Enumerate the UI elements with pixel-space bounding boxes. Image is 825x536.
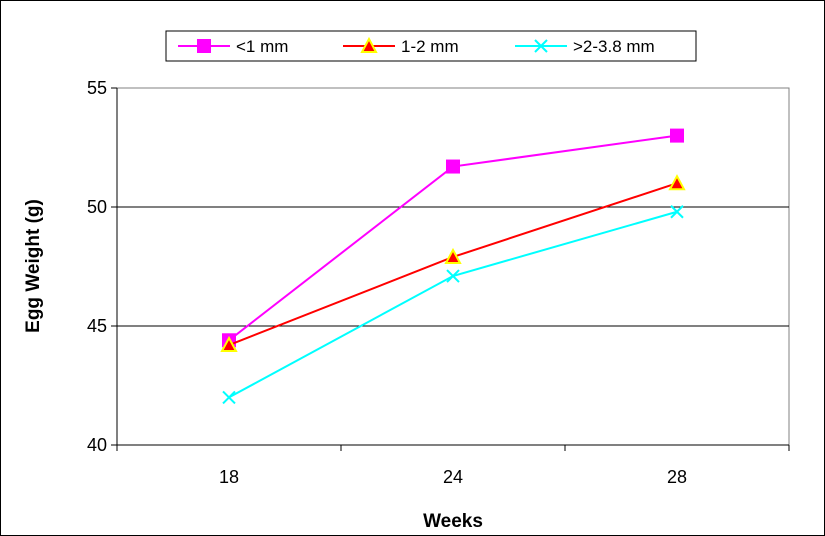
y-tick-label: 45 [87, 316, 107, 336]
x-tick-label: 24 [443, 467, 463, 487]
data-point-marker [220, 335, 238, 353]
gridlines [117, 206, 789, 327]
x-tick-label: 28 [667, 467, 687, 487]
data-point-marker [670, 205, 684, 219]
data-point-marker [668, 174, 686, 191]
legend-label: <1 mm [236, 37, 288, 56]
y-tick-label: 40 [87, 435, 107, 455]
data-point-marker [446, 159, 460, 174]
y-tick-label: 50 [87, 197, 107, 217]
x-axis-title: Weeks [423, 511, 483, 532]
y-tick-label: 55 [87, 78, 107, 98]
plot-area [116, 87, 790, 446]
legend-box [165, 30, 697, 62]
y-axis-title: Egg Weight (g) [23, 199, 44, 333]
series-lines [220, 128, 686, 405]
legend-swatch-marker [197, 39, 211, 53]
legend-swatch-marker [534, 39, 548, 53]
x-tick-label: 18 [219, 467, 239, 487]
data-point-marker [446, 269, 460, 283]
legend-swatch-marker [360, 36, 378, 53]
data-point-marker [444, 247, 462, 264]
legend: <1 mm 1-2 mm >2-3.8 mm [165, 30, 697, 62]
legend-label: >2-3.8 mm [573, 37, 655, 56]
data-point-marker [670, 128, 684, 143]
legend-label: 1-2 mm [401, 37, 459, 56]
data-point-marker [222, 390, 236, 405]
axes: 40 45 50 55 18 24 28 [87, 78, 790, 487]
